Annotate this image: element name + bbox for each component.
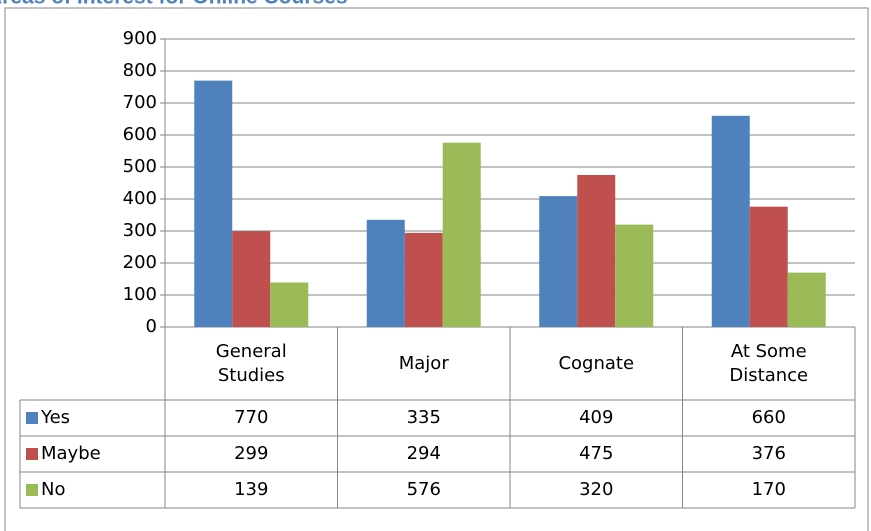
bar — [539, 196, 578, 327]
category-text: General Studies — [215, 340, 287, 386]
y-tick-label: 0 — [146, 316, 157, 337]
legend-key — [26, 448, 38, 460]
table-value: 170 — [752, 479, 786, 500]
bar — [577, 175, 616, 327]
legend-label: No — [41, 479, 65, 500]
bar — [615, 224, 654, 327]
bar — [404, 232, 443, 327]
legend-key — [26, 484, 38, 496]
table-value: 294 — [407, 443, 441, 464]
y-tick-label: 100 — [123, 284, 157, 305]
bar — [711, 115, 750, 327]
legend-label: Yes — [40, 407, 70, 428]
table-value: 409 — [579, 407, 613, 428]
category-label: Major — [338, 327, 511, 400]
table-value: 376 — [752, 443, 786, 464]
table-value: 139 — [234, 479, 268, 500]
category-label: General Studies — [165, 327, 338, 400]
table-value: 320 — [579, 479, 613, 500]
table-value: 660 — [752, 407, 786, 428]
y-tick-label: 800 — [123, 60, 157, 81]
category-text: Cognate — [558, 352, 635, 374]
table-value: 576 — [407, 479, 441, 500]
bar — [194, 80, 233, 327]
category-label: Cognate — [510, 327, 683, 400]
y-tick-label: 700 — [123, 92, 157, 113]
bar — [749, 206, 788, 327]
y-tick-label: 500 — [123, 156, 157, 177]
bar — [270, 282, 309, 327]
table-value: 335 — [407, 407, 441, 428]
category-text: Major — [398, 352, 449, 374]
table-value: 475 — [579, 443, 613, 464]
bar — [787, 272, 826, 327]
y-tick-label: 400 — [123, 188, 157, 209]
category-text: At Some Distance — [729, 340, 809, 386]
bar — [366, 219, 405, 327]
legend-label: Maybe — [41, 443, 101, 464]
category-label: At Some Distance — [683, 327, 856, 400]
y-tick-label: 200 — [123, 252, 157, 273]
bar — [442, 142, 481, 327]
bar — [232, 231, 271, 327]
y-tick-label: 300 — [123, 220, 157, 241]
table-value: 299 — [234, 443, 268, 464]
y-tick-label: 900 — [123, 28, 157, 49]
chart-title: Areas of Interest for Online Courses — [0, 0, 348, 9]
y-tick-label: 600 — [123, 124, 157, 145]
table-value: 770 — [234, 407, 268, 428]
legend-key — [26, 412, 38, 424]
